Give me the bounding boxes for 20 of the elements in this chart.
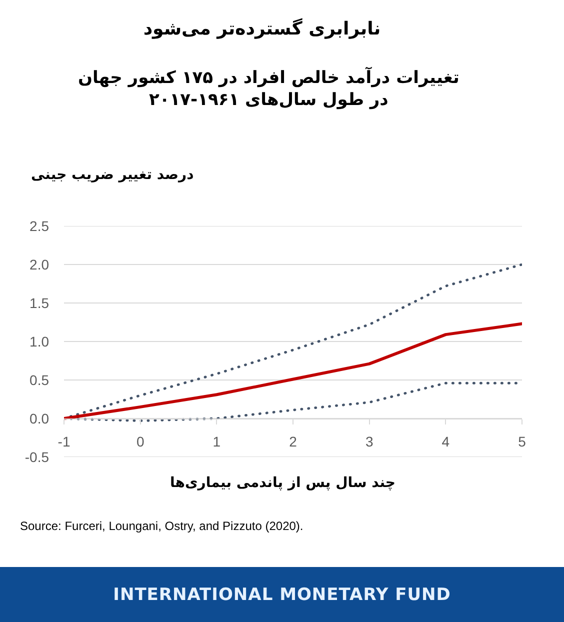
y-tick-label: 1.5 [30, 294, 50, 311]
x-tick-label: 2 [289, 433, 298, 450]
chart-title: نابرابری گسترده‌تر می‌شود [143, 17, 381, 40]
x-tick-label: 1 [212, 433, 221, 450]
x-tick-label: -1 [58, 433, 70, 450]
y-tick-label: 2.0 [30, 256, 50, 272]
chart-subtitle: تغییرات درآمد خالص افراد در ۱۷۵ کشور جهان در طول سال‌های ۱۹۶۱-۲۰۱۷ [78, 66, 460, 110]
y-tick-label: 1.0 [30, 333, 50, 350]
y-axis-title: درصد تغییر ضریب جینی [31, 167, 194, 183]
footer-banner: INTERNATIONAL MONETARY FUND [0, 567, 564, 622]
y-tick-label: 0.0 [30, 410, 50, 426]
x-tick-label: 3 [365, 433, 374, 450]
x-tick-label: 0 [136, 433, 144, 450]
source-note: Source: Furceri, Loungani, Ostry, and Pizzuto (2020). [20, 519, 304, 533]
x-tick-label: 4 [442, 433, 450, 450]
y-tick-label: 2.5 [30, 218, 50, 234]
x-axis-title: چند سال پس از پاندمی بیماری‌ها [170, 475, 396, 491]
y-tick-label: 0.5 [30, 372, 50, 388]
x-tick-label: 5 [518, 433, 526, 450]
y-tick-label: -0.5 [24, 448, 50, 465]
